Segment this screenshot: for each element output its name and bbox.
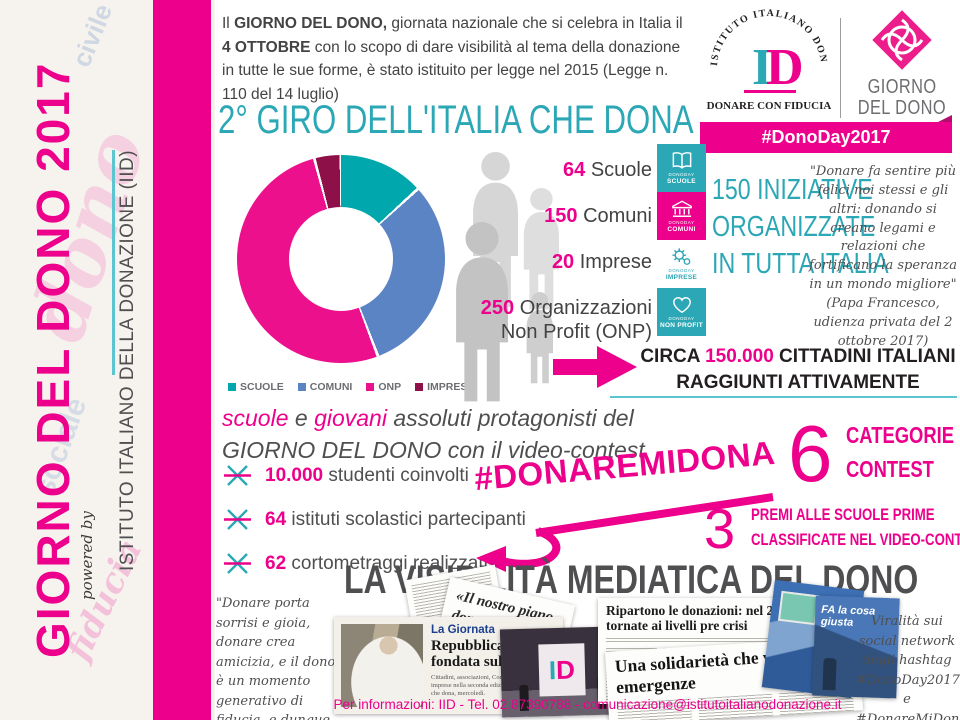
legend-item-imprese: IMPRESE — [415, 381, 474, 393]
quote-attribution: (Papa Francesco, udienza privata del 2 o… — [813, 295, 953, 349]
legend-item-comuni: COMUNI — [297, 381, 352, 393]
sidebar-divider-line — [112, 150, 115, 375]
intro-text: giornata nazionale che si celebra in Ita… — [387, 15, 683, 32]
iid-logo: ISTITUTO ITALIANO DONAZIONE I D DONARE C… — [695, 0, 838, 118]
badge-scuole: DONODAY SCUOLE — [657, 144, 706, 192]
iid-letter-d: D — [766, 39, 804, 96]
intro-paragraph: Il GIORNO DEL DONO, giornata nazionale c… — [222, 12, 694, 106]
iid-logo-graphic: ISTITUTO ITALIANO DONAZIONE I D DONARE C… — [695, 0, 832, 112]
giorno-del-dono-logo: GIORNO DEL DONO — [848, 8, 956, 119]
badge-nonprofit: DONODAY NON PROFIT — [657, 288, 706, 336]
page-title: 2° GIRO DELL'ITALIA CHE DONA — [218, 98, 694, 142]
stat-imprese: 20 Imprese — [551, 251, 652, 273]
clipping-body: Cittadini, associazioni, Comuni, scuole … — [431, 674, 555, 698]
powered-by-label: powered by — [78, 511, 96, 600]
iid-underline — [744, 90, 796, 93]
gdd-logo-text: GIORNO DEL DONO — [857, 76, 947, 119]
donut-chart-hole — [289, 207, 393, 311]
quote-text: "Donare fa sentire più felici noi stessi… — [809, 164, 957, 293]
stat-studenti: 10.000 studenti coinvolti — [224, 462, 526, 489]
legend-item-onp: ONP — [366, 381, 401, 393]
contest-categories-number: 6 — [788, 409, 833, 498]
bank-icon — [671, 200, 692, 217]
reach-statement: CIRCA 150.000 CITTADINI ITALIANI RAGGIUN… — [640, 346, 956, 393]
organization-name-vertical: ISTITUTO ITALIANO DELLA DONAZIONE (IID) — [117, 149, 138, 571]
virality-note: Viralità sui social network degli hashta… — [856, 614, 960, 720]
mattarella-quote: "Donare porta sorrisi e gioia, donare cr… — [216, 594, 338, 720]
heart-icon — [672, 296, 691, 314]
banner-hashtag: #DonoDay2017 — [761, 127, 891, 147]
contest-stats-list: 10.000 studenti coinvolti 64 istituti sc… — [224, 462, 526, 594]
legend-swatch — [415, 383, 424, 391]
asterisk-icon — [224, 553, 251, 574]
contest-prizes-number: 3 — [704, 497, 736, 560]
clipping-subhead — [606, 637, 828, 643]
pope-photo — [341, 624, 423, 707]
gears-icon — [671, 248, 690, 265]
clipping-headline: Ripartono le donazioni: nel 2016 tornate… — [606, 603, 794, 633]
badge-imprese: DONODAY IMPRESE — [657, 240, 706, 288]
intro-bold-event: GIORNO DEL DONO, — [234, 15, 388, 32]
clipping-kicker: La Giornata — [431, 624, 495, 636]
donoday-banner: #DonoDay2017 — [700, 115, 952, 153]
tv-person — [822, 657, 837, 691]
section-divider-line — [610, 396, 957, 398]
iid-tagline: DONARE CON FIDUCIA — [707, 100, 832, 112]
legend-swatch — [228, 383, 236, 391]
footer-contact-info: Per informazioni: IID - Tel. 02.87390788… — [333, 697, 842, 712]
papa-francesco-quote: "Donare fa sentire più felici noi stessi… — [808, 163, 958, 351]
asterisk-icon — [224, 465, 251, 486]
legend-swatch — [297, 383, 306, 391]
reach-number: 150.000 — [705, 346, 774, 367]
stat-cortometraggi: 62 cortometraggi realizzati — [224, 550, 526, 577]
contest-label: CONTEST — [846, 456, 934, 482]
participation-stats: 64 Scuole 150 Comuni 20 Imprese 250 Orga… — [440, 158, 652, 344]
sidebar: dono civile sociale fiducia GIORNO DEL D… — [0, 0, 215, 720]
intro-text: con lo scopo di dare visibilità al tema … — [222, 38, 681, 103]
contest-categories-label: CATEGORIE — [846, 422, 955, 448]
quote-text: "Donare porta sorrisi e gioia, donare cr… — [216, 596, 336, 720]
prizes-line2: CLASSIFICATE NEL VIDEO-CONTEST — [751, 531, 960, 549]
stat-comuni: 150 Comuni — [544, 205, 652, 227]
intro-bold-date: 4 OTTOBRE — [222, 38, 311, 56]
initiatives-count: 150 INIZIATIVE ORGANIZZATE IN TUTTA ITAL… — [712, 174, 889, 280]
chart-legend: SCUOLE COMUNI ONP IMPRESE — [228, 381, 474, 393]
logo-divider — [840, 18, 841, 118]
right-arrow-icon — [553, 346, 637, 388]
protagonists-statement: scuole e giovani assoluti protagonisti d… — [222, 405, 645, 463]
banner-fold — [938, 115, 952, 122]
tv-screen — [777, 590, 820, 626]
legend-swatch — [366, 383, 375, 391]
asterisk-icon — [224, 509, 251, 530]
intro-text: Il — [222, 15, 235, 32]
stat-scuole: 64 Scuole — [563, 159, 652, 181]
stat-onp: 250 Organizzazioni Non Profit (ONP) — [480, 297, 652, 343]
sidebar-accent-bar — [153, 0, 211, 720]
stat-istituti: 64 istituti scolastici partecipanti — [224, 506, 526, 533]
prizes-line1: PREMI ALLE SCUOLE PRIME — [751, 506, 935, 524]
hashtag-underline-arrow — [476, 493, 774, 572]
donoday-badges: DONODAY SCUOLE DONODAY COMUNI DONODAY IM… — [657, 144, 706, 336]
iid-letter-i: I — [752, 39, 772, 96]
badge-comuni: DONODAY COMUNI — [657, 192, 706, 240]
legend-item-scuole: SCUOLE — [228, 381, 284, 393]
gdd-diamond-icon — [872, 10, 932, 70]
book-icon — [672, 152, 691, 169]
